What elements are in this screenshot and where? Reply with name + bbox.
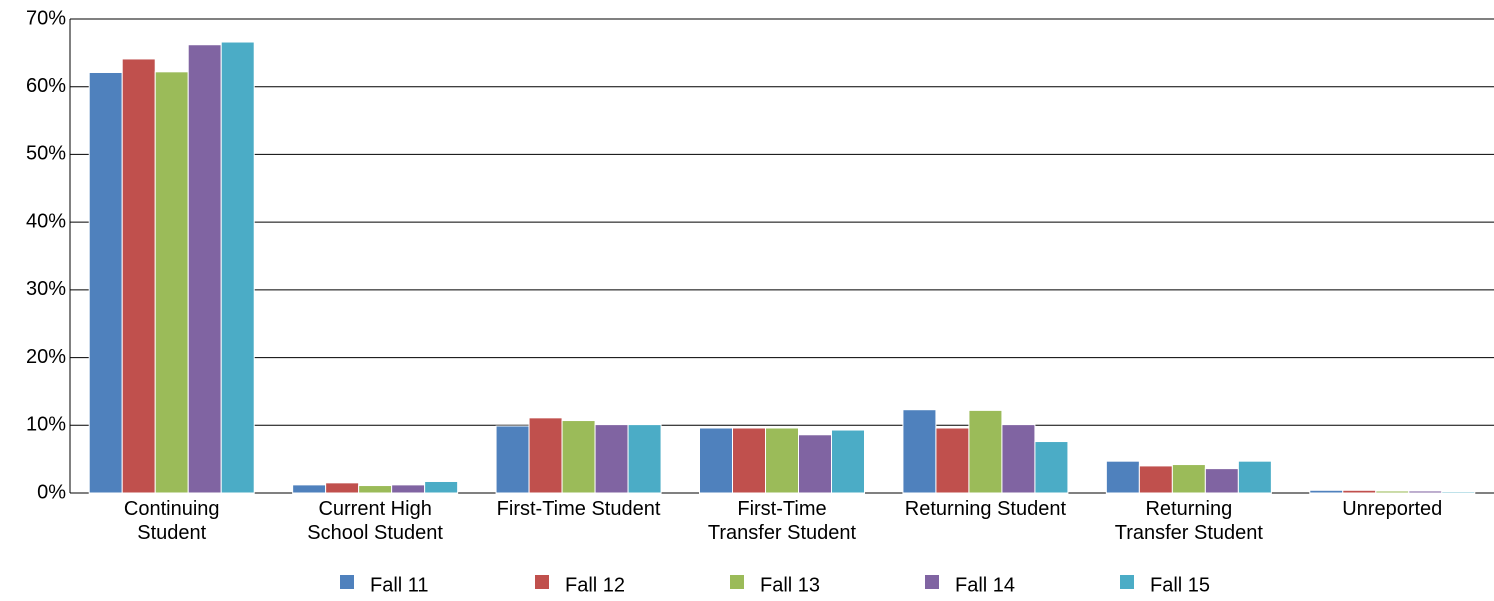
y-tick-label: 20%: [26, 346, 66, 368]
bar: [220, 41, 255, 494]
bar: [1105, 460, 1140, 494]
y-tick-label: 60%: [26, 75, 66, 97]
y-tick-label: 0%: [37, 481, 66, 503]
bar: [528, 417, 563, 494]
legend-label: Fall 12: [565, 574, 625, 596]
legend-label: Fall 14: [955, 574, 1015, 596]
y-tick-label: 30%: [26, 278, 66, 300]
bar: [1408, 490, 1443, 494]
y-tick-label: 50%: [26, 143, 66, 165]
bar: [1171, 464, 1206, 494]
bar: [765, 427, 799, 494]
bar: [902, 409, 937, 494]
bar: [1342, 489, 1377, 494]
x-tick-label: Unreported: [1342, 498, 1443, 520]
legend-swatch: [925, 575, 939, 589]
x-tick-label: First-Time Student: [496, 498, 661, 520]
bar: [732, 427, 766, 494]
bar: [798, 434, 832, 494]
bar: [1138, 465, 1173, 494]
legend-label: Fall 11: [370, 574, 429, 596]
legend-swatch: [535, 575, 549, 589]
bar: [325, 482, 360, 494]
bar: [1001, 424, 1036, 494]
bar: [391, 484, 426, 494]
bar: [1441, 491, 1476, 494]
bar: [292, 484, 327, 494]
bar: [424, 480, 459, 494]
legend-swatch: [340, 575, 354, 589]
bar: [1237, 460, 1272, 494]
bar: [88, 71, 123, 494]
bar: [968, 409, 1003, 494]
bar: [831, 429, 865, 494]
bar: [121, 58, 156, 494]
x-tick-label: First-Time Transfer Student: [707, 498, 857, 544]
legend-label: Fall 15: [1150, 574, 1210, 596]
bar: [935, 427, 970, 494]
x-tick-label: Returning Transfer Student: [1114, 498, 1263, 544]
x-tick-label: Continuing Student: [123, 498, 220, 544]
legend-swatch: [1120, 575, 1134, 589]
bar: [187, 44, 222, 494]
bar: [561, 420, 596, 494]
bar: [594, 424, 629, 494]
bar: [1204, 468, 1239, 494]
bar: [358, 485, 393, 494]
bar: [1375, 490, 1410, 494]
bar: [1034, 441, 1069, 494]
y-tick-label: 40%: [26, 210, 66, 232]
x-tick-label: Returning Student: [904, 498, 1067, 520]
bar: [1309, 489, 1344, 494]
bar: [495, 425, 530, 494]
x-tick-label: Current High School Student: [307, 498, 443, 544]
y-tick-label: 10%: [26, 414, 66, 436]
bar: [627, 424, 662, 494]
legend-label: Fall 13: [760, 574, 820, 596]
bar: [699, 427, 733, 494]
legend-swatch: [730, 575, 744, 589]
y-tick-label: 70%: [26, 7, 66, 29]
bar: [154, 71, 189, 494]
